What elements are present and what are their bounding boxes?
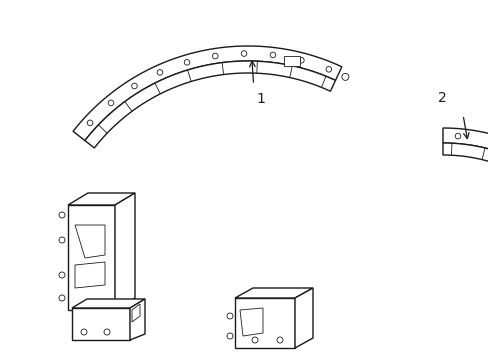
Polygon shape [75,262,105,288]
Polygon shape [72,308,130,340]
Circle shape [298,58,304,63]
Polygon shape [72,299,145,308]
Circle shape [131,83,137,89]
Circle shape [212,53,218,59]
Polygon shape [115,193,135,310]
Polygon shape [68,193,135,205]
Polygon shape [442,143,488,294]
Polygon shape [132,304,140,322]
Circle shape [226,333,232,339]
Text: 1: 1 [256,92,265,106]
Circle shape [184,59,189,65]
Polygon shape [73,46,341,140]
Circle shape [241,51,246,56]
Polygon shape [130,299,145,340]
Circle shape [226,313,232,319]
Polygon shape [235,288,312,298]
Circle shape [59,295,65,301]
Circle shape [59,212,65,218]
Polygon shape [294,288,312,348]
Circle shape [108,100,114,106]
Circle shape [325,67,331,72]
Circle shape [87,120,93,126]
Circle shape [454,133,460,139]
Circle shape [269,52,275,58]
Bar [284,56,299,66]
Circle shape [59,272,65,278]
Circle shape [81,329,87,335]
Circle shape [341,73,348,80]
Circle shape [59,237,65,243]
Circle shape [276,337,283,343]
Polygon shape [85,61,335,148]
Polygon shape [240,308,263,336]
Polygon shape [68,205,115,310]
Circle shape [251,337,258,343]
Polygon shape [442,128,488,292]
Polygon shape [75,225,105,258]
Circle shape [157,69,163,75]
Circle shape [104,329,110,335]
Polygon shape [235,298,294,348]
Text: 2: 2 [437,91,446,105]
